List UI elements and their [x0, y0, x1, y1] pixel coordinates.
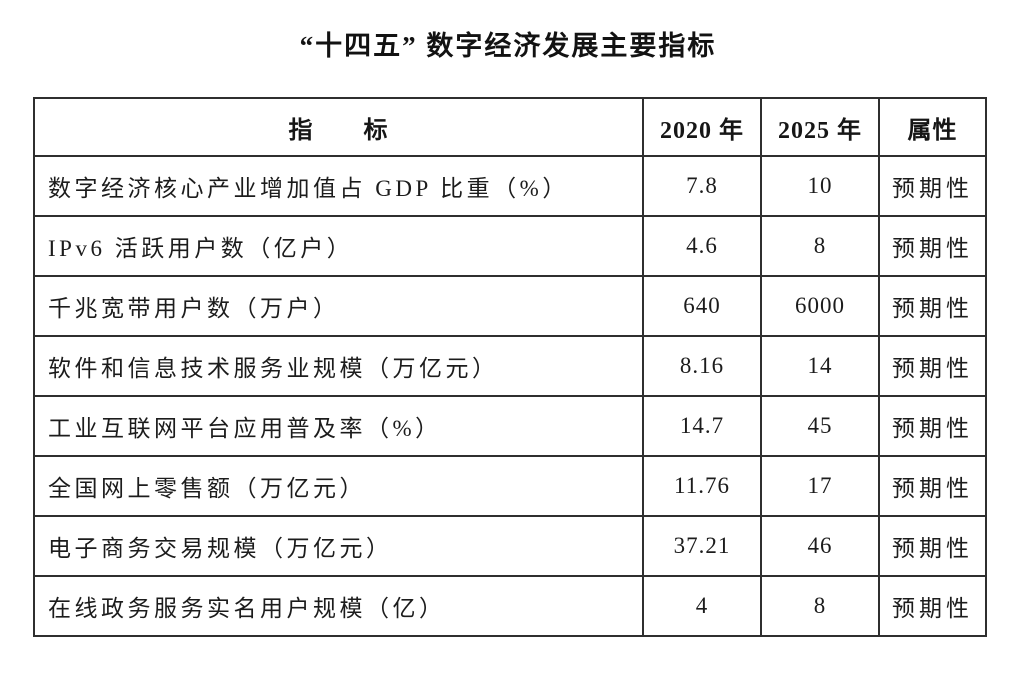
attribute-cell: 预期性 [878, 335, 987, 397]
table-header-row: 指 标 2020 年 2025 年 属性 [33, 97, 987, 157]
indicator-cell: 软件和信息技术服务业规模（万亿元） [33, 335, 644, 397]
table-row: 全国网上零售额（万亿元） 11.76 17 预期性 [33, 455, 987, 517]
indicator-cell: 电子商务交易规模（万亿元） [33, 515, 644, 577]
table-row: IPv6 活跃用户数（亿户） 4.6 8 预期性 [33, 215, 987, 277]
table-row: 在线政务服务实名用户规模（亿） 4 8 预期性 [33, 575, 987, 637]
value-2025-cell: 46 [760, 515, 880, 577]
attribute-cell: 预期性 [878, 455, 987, 517]
value-2025-cell: 6000 [760, 275, 880, 337]
table-row: 数字经济核心产业增加值占 GDP 比重（%） 7.8 10 预期性 [33, 155, 987, 217]
value-2025-cell: 8 [760, 215, 880, 277]
table-row: 工业互联网平台应用普及率（%） 14.7 45 预期性 [33, 395, 987, 457]
value-2025-cell: 17 [760, 455, 880, 517]
column-header-attribute: 属性 [878, 97, 987, 157]
value-2025-cell: 45 [760, 395, 880, 457]
page-title: “十四五” 数字经济发展主要指标 [299, 31, 717, 61]
value-2020-cell: 7.8 [642, 155, 762, 217]
column-header-2020: 2020 年 [642, 97, 762, 157]
value-2020-cell: 14.7 [642, 395, 762, 457]
value-2020-cell: 4 [642, 575, 762, 637]
value-2020-cell: 11.76 [642, 455, 762, 517]
value-2025-cell: 10 [760, 155, 880, 217]
value-2020-cell: 8.16 [642, 335, 762, 397]
indicator-cell: 工业互联网平台应用普及率（%） [33, 395, 644, 457]
attribute-cell: 预期性 [878, 515, 987, 577]
table-row: 软件和信息技术服务业规模（万亿元） 8.16 14 预期性 [33, 335, 987, 397]
indicator-cell: 全国网上零售额（万亿元） [33, 455, 644, 517]
attribute-cell: 预期性 [878, 215, 987, 277]
value-2025-cell: 8 [760, 575, 880, 637]
indicator-cell: 数字经济核心产业增加值占 GDP 比重（%） [33, 155, 644, 217]
table-row: 千兆宽带用户数（万户） 640 6000 预期性 [33, 275, 987, 337]
indicator-cell: 在线政务服务实名用户规模（亿） [33, 575, 644, 637]
column-header-indicator: 指 标 [33, 97, 644, 157]
attribute-cell: 预期性 [878, 275, 987, 337]
indicator-cell: IPv6 活跃用户数（亿户） [33, 215, 644, 277]
table-row: 电子商务交易规模（万亿元） 37.21 46 预期性 [33, 515, 987, 577]
value-2020-cell: 4.6 [642, 215, 762, 277]
indicator-cell: 千兆宽带用户数（万户） [33, 275, 644, 337]
attribute-cell: 预期性 [878, 155, 987, 217]
indicators-table: 指 标 2020 年 2025 年 属性 数字经济核心产业增加值占 GDP 比重… [33, 97, 987, 637]
value-2020-cell: 37.21 [642, 515, 762, 577]
attribute-cell: 预期性 [878, 575, 987, 637]
column-header-2025: 2025 年 [760, 97, 880, 157]
value-2020-cell: 640 [642, 275, 762, 337]
attribute-cell: 预期性 [878, 395, 987, 457]
value-2025-cell: 14 [760, 335, 880, 397]
